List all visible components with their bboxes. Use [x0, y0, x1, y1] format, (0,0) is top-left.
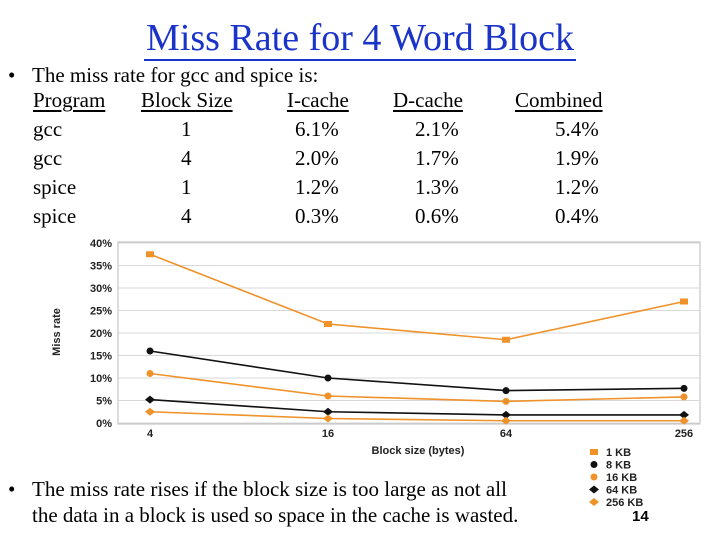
data-point — [502, 387, 510, 395]
x-axis-ticks: 4 16 64 256 — [147, 428, 693, 440]
data-point — [323, 407, 333, 416]
legend-marker — [589, 485, 599, 494]
series-line — [149, 350, 685, 392]
conclusion-line-1: The miss rate rises if the block size is… — [32, 477, 507, 501]
table-cell: spice — [33, 204, 77, 228]
page-number: 14 — [632, 508, 649, 525]
series-2 — [146, 370, 688, 405]
data-point — [324, 392, 332, 400]
x-tick-label: 16 — [322, 428, 334, 440]
y-tick-label: 0% — [96, 418, 112, 430]
x-tick-label: 4 — [147, 428, 154, 440]
table-header: Combined — [515, 88, 603, 112]
slide-title-text: Miss Rate for 4 Word Block — [144, 17, 576, 61]
series-3 — [145, 395, 689, 419]
data-point — [145, 407, 155, 416]
series-line — [149, 398, 684, 416]
y-axis-ticks: 0% 5% 10% 15% 20% 25% 30% 35% 40% — [90, 238, 112, 430]
data-point — [146, 370, 154, 377]
data-point — [679, 416, 689, 425]
bullet-icon: • — [8, 477, 16, 501]
data-point — [324, 321, 332, 327]
legend-label: 64 KB — [606, 485, 637, 497]
legend-label: 256 KB — [606, 497, 643, 509]
slide-title: Miss Rate for 4 Word Block — [0, 16, 720, 61]
data-point — [679, 410, 689, 419]
data-point — [323, 414, 333, 423]
data-point — [146, 251, 154, 258]
table-cell: 1.2% — [295, 175, 339, 199]
x-axis-label: Block size (bytes) — [372, 445, 465, 457]
data-point — [324, 374, 332, 382]
data-point — [146, 347, 154, 355]
legend-marker — [590, 449, 598, 455]
table-cell: 1.7% — [415, 146, 459, 170]
table-cell: 4 — [181, 146, 192, 170]
series-4 — [145, 407, 689, 425]
table-cell: 1.3% — [415, 175, 459, 199]
series-line — [149, 410, 684, 422]
y-axis-label: Miss rate — [51, 308, 63, 356]
table-cell: 2.1% — [415, 117, 459, 141]
y-tick-label: 20% — [90, 328, 112, 340]
series-line — [149, 372, 685, 403]
conclusion-line-2: the data in a block is used so space in … — [32, 503, 519, 527]
table-cell: gcc — [33, 117, 63, 141]
x-tick-label: 256 — [675, 428, 693, 440]
data-point — [145, 395, 155, 404]
table-cell: spice — [33, 175, 77, 199]
bullet-icon: • — [8, 63, 16, 87]
table-header: D-cache — [393, 88, 463, 112]
series-0 — [146, 251, 688, 343]
y-tick-label: 40% — [90, 238, 112, 250]
legend-label: 8 KB — [606, 460, 631, 472]
data-point — [501, 410, 511, 419]
table-cell: 1.2% — [555, 175, 599, 199]
table-cell: 0.4% — [555, 204, 599, 228]
data-point — [502, 397, 510, 405]
table-header: I-cache — [287, 88, 349, 112]
intro-text: The miss rate for gcc and spice is: — [32, 63, 319, 87]
table-cell: 1 — [181, 175, 192, 199]
y-tick-label: 35% — [90, 261, 112, 273]
legend-label: 16 KB — [606, 472, 637, 484]
data-point — [680, 298, 688, 305]
table-cell: gcc — [33, 146, 63, 170]
data-point — [502, 336, 510, 343]
table-cell: 1 — [181, 117, 192, 141]
y-tick-label: 10% — [90, 373, 112, 385]
y-tick-label: 15% — [90, 351, 112, 363]
y-tick-label: 25% — [90, 306, 112, 318]
x-tick-label: 64 — [500, 428, 513, 440]
series-1 — [146, 347, 688, 395]
table-cell: 4 — [181, 204, 192, 228]
table-cell: 0.6% — [415, 204, 459, 228]
table-header: Program — [33, 88, 106, 112]
table-cell: 5.4% — [555, 117, 599, 141]
data-point — [501, 416, 511, 425]
table-cell: 1.9% — [555, 146, 599, 170]
data-point — [680, 393, 688, 401]
legend-marker — [590, 473, 598, 481]
table-cell: 2.0% — [295, 146, 339, 170]
data-point — [680, 384, 688, 392]
series-line — [149, 253, 685, 341]
chart-gridlines — [118, 242, 700, 424]
conclusion-bullet: • The miss rate rises if the block size i… — [8, 476, 518, 528]
legend-label: 1 KB — [606, 447, 631, 459]
intro-bullet: • The miss rate for gcc and spice is: — [8, 62, 318, 88]
y-tick-label: 30% — [90, 283, 112, 295]
chart-series — [145, 251, 689, 425]
table-cell: 0.3% — [295, 204, 339, 228]
legend-marker — [589, 498, 599, 506]
legend-marker — [590, 461, 598, 468]
table-header: Block Size — [141, 88, 233, 112]
table-cell: 6.1% — [295, 117, 339, 141]
y-tick-label: 5% — [96, 396, 112, 408]
